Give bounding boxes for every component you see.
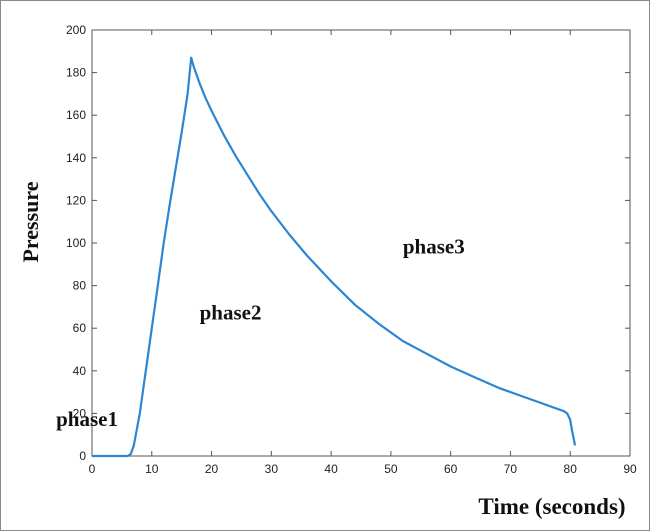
phase-annotation: phase1 (56, 407, 118, 431)
y-axis-label: Pressure (18, 181, 43, 262)
y-tick-label: 0 (79, 449, 86, 463)
x-tick-label: 10 (145, 462, 159, 476)
y-tick-label: 80 (73, 279, 87, 293)
y-tick-label: 180 (66, 66, 86, 80)
plot-area (91, 29, 631, 457)
x-tick-label: 20 (205, 462, 219, 476)
y-tick-label: 160 (66, 108, 86, 122)
y-tick-label: 40 (73, 364, 87, 378)
x-axis-label: Time (seconds) (478, 494, 625, 519)
axis-ticks: 0 10 20 30 40 50 60 70 80 90 0 20 40 60 80 100 120 140 160… (66, 23, 637, 476)
y-tick-label: 100 (66, 236, 86, 250)
x-tick-label: 90 (623, 462, 637, 476)
x-tick-label: 80 (564, 462, 578, 476)
phase-annotation: phase2 (200, 301, 262, 325)
y-tick-label: 140 (66, 151, 86, 165)
phase-annotation: phase3 (403, 235, 465, 259)
y-tick-label: 120 (66, 193, 86, 207)
x-tick-label: 0 (89, 462, 96, 476)
pressure-series-line (92, 56, 577, 458)
x-tick-label: 60 (444, 462, 458, 476)
y-tick-label: 60 (73, 321, 87, 335)
x-tick-label: 70 (504, 462, 518, 476)
y-tick-label: 200 (66, 23, 86, 37)
x-tick-label: 40 (324, 462, 338, 476)
y-tick-label: 20 (73, 406, 87, 420)
x-tick-label: 50 (384, 462, 398, 476)
phase-annotations: phase1 phase2 phase3 (56, 235, 465, 432)
x-tick-label: 30 (265, 462, 279, 476)
